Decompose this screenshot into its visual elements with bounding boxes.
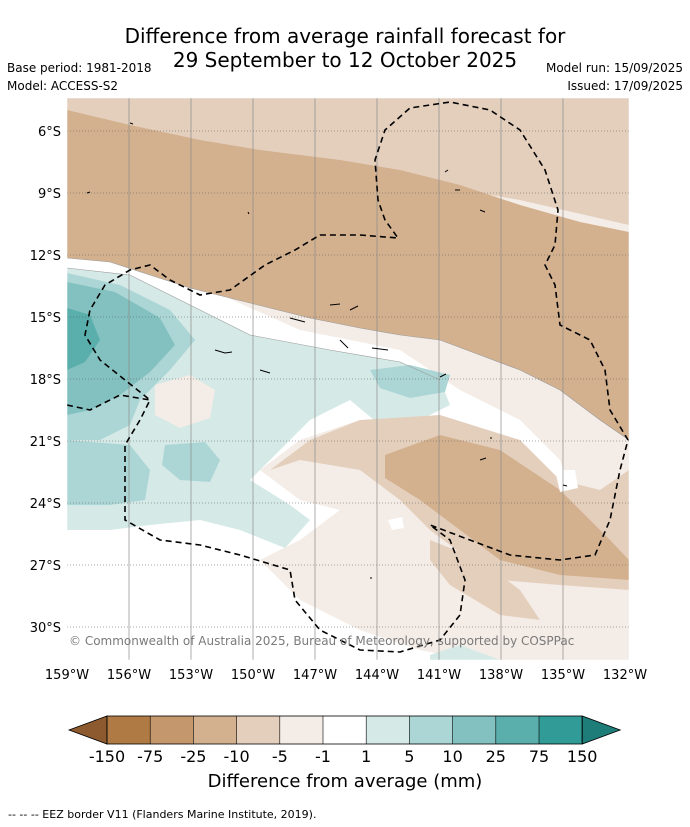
colorbar-segment bbox=[107, 716, 151, 744]
rainfall-map: 6°S 9°S 12°S 15°S 18°S 21°S 24°S 27°S 30… bbox=[30, 97, 647, 683]
lon-label: 135°W bbox=[541, 668, 585, 683]
lon-label: 159°W bbox=[45, 668, 89, 683]
lat-label: 6°S bbox=[38, 125, 61, 140]
neutral-patch-2 bbox=[555, 470, 578, 492]
contour-line bbox=[67, 267, 441, 381]
colorbar-tick-label: 5 bbox=[404, 747, 414, 766]
colorbar-segment bbox=[495, 716, 539, 744]
colorbar-frame bbox=[106, 715, 583, 745]
lat-gridlines bbox=[67, 130, 629, 628]
lat-label: 9°S bbox=[38, 187, 61, 202]
issued-text: Issued: 17/09/2025 bbox=[567, 79, 683, 93]
colorbar-tick-label: 25 bbox=[486, 747, 506, 766]
islands bbox=[86, 122, 568, 579]
wet-zone-strong bbox=[67, 282, 175, 415]
colorbar-tick-label: -1 bbox=[315, 747, 331, 766]
lon-label: 156°W bbox=[107, 668, 151, 683]
lon-label: 150°W bbox=[231, 668, 275, 683]
colorbar-tick-label: -75 bbox=[137, 747, 163, 766]
eez-legend-note: -- -- -- EEZ border V11 (Flanders Marine… bbox=[8, 808, 317, 821]
lon-label: 138°W bbox=[479, 668, 523, 683]
lat-label: 18°S bbox=[30, 373, 61, 388]
colorbar-arrow-right bbox=[581, 715, 622, 745]
contour-line-2 bbox=[67, 257, 629, 441]
lon-label: 132°W bbox=[603, 668, 647, 683]
copyright-text: © Commonwealth of Australia 2025, Bureau… bbox=[69, 634, 575, 648]
colorbar-tick-label: -5 bbox=[272, 747, 288, 766]
colorbar-segment bbox=[279, 716, 323, 744]
wet-zone-medium-4 bbox=[370, 365, 450, 398]
colorbar-tick-label: -25 bbox=[180, 747, 206, 766]
colorbar-segments bbox=[67, 715, 622, 745]
colorbar-segment bbox=[452, 716, 496, 744]
lat-label: 27°S bbox=[30, 559, 61, 574]
neutral-patch-3 bbox=[388, 517, 404, 530]
title-line-1: Difference from average rainfall forecas… bbox=[124, 24, 566, 48]
colorbar-tick-label: -10 bbox=[224, 747, 250, 766]
meta-left: Base period: 1981-2018 Model: ACCESS-S2 bbox=[7, 59, 152, 95]
colorbar-label: Difference from average (mm) bbox=[207, 771, 483, 792]
colorbar-segment bbox=[236, 716, 280, 744]
map-frame bbox=[66, 97, 630, 661]
colorbar-segment bbox=[366, 716, 410, 744]
lon-label: 144°W bbox=[355, 668, 399, 683]
longitude-axis: 159°W 156°W 153°W 150°W 147°W 144°W 141°… bbox=[45, 668, 647, 683]
map-title: Difference from average rainfall forecas… bbox=[0, 24, 690, 72]
colorbar-segment bbox=[193, 716, 237, 744]
eez-border-french-polynesia bbox=[67, 101, 629, 653]
neutral-patch bbox=[155, 375, 215, 428]
colorbar-arrow-left bbox=[67, 715, 108, 745]
lon-gridlines bbox=[128, 98, 564, 660]
model-run-text: Model run: 15/09/2025 bbox=[545, 61, 683, 75]
lat-label: 12°S bbox=[30, 249, 61, 264]
colorbar-ticks: -150 -75 -25 -10 -5 -1 1 5 10 25 75 150 bbox=[89, 747, 598, 766]
colorbar-segment bbox=[323, 716, 367, 744]
latitude-axis: 6°S 9°S 12°S 15°S 18°S 21°S 24°S 27°S 30… bbox=[30, 125, 61, 636]
wet-zone-core bbox=[67, 308, 100, 370]
wet-zone-south bbox=[430, 645, 500, 660]
map-field bbox=[67, 98, 629, 660]
colorbar-segment bbox=[150, 716, 194, 744]
dry-zone-south bbox=[385, 435, 629, 580]
lat-label: 21°S bbox=[30, 435, 61, 450]
lon-label: 147°W bbox=[293, 668, 337, 683]
lon-label: 141°W bbox=[417, 668, 461, 683]
colorbar-segment bbox=[539, 716, 583, 744]
colorbar-segment bbox=[409, 716, 453, 744]
title-line-2: 29 September to 12 October 2025 bbox=[172, 48, 518, 72]
lat-label: 15°S bbox=[30, 311, 61, 326]
colorbar-tick-label: 150 bbox=[567, 747, 598, 766]
dry-zone-band bbox=[67, 110, 629, 440]
colorbar-tick-label: 1 bbox=[361, 747, 371, 766]
lat-label: 24°S bbox=[30, 497, 61, 512]
meta-right: Model run: 15/09/2025 Issued: 17/09/2025 bbox=[546, 59, 683, 95]
colorbar-tick-label: -150 bbox=[89, 747, 125, 766]
colorbar-tick-label: 10 bbox=[442, 747, 462, 766]
lat-label: 30°S bbox=[30, 621, 61, 636]
colorbar-tick-label: 75 bbox=[529, 747, 549, 766]
lon-label: 153°W bbox=[169, 668, 213, 683]
base-period-text: Base period: 1981-2018 bbox=[7, 61, 152, 75]
model-text: Model: ACCESS-S2 bbox=[7, 79, 119, 93]
